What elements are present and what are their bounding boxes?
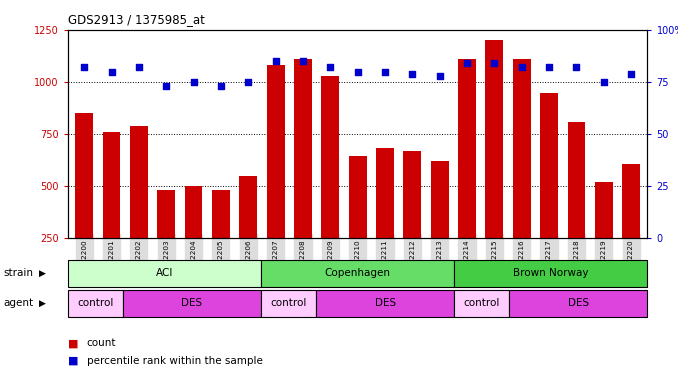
Bar: [184, 186, 203, 290]
Bar: [239, 176, 257, 290]
Bar: [622, 164, 640, 290]
Bar: [157, 190, 175, 290]
Text: control: control: [464, 298, 500, 308]
Text: ■: ■: [68, 356, 78, 366]
Text: Brown Norway: Brown Norway: [513, 268, 589, 278]
Point: [106, 69, 117, 75]
Bar: [509, 290, 647, 317]
Point: [598, 79, 609, 85]
Bar: [68, 290, 123, 317]
Bar: [261, 290, 316, 317]
Point: [626, 71, 637, 77]
Bar: [123, 290, 261, 317]
Bar: [567, 122, 585, 290]
Bar: [431, 161, 449, 290]
Point: [79, 64, 89, 70]
Point: [516, 64, 527, 70]
Bar: [266, 65, 285, 290]
Point: [134, 64, 144, 70]
Point: [243, 79, 254, 85]
Text: control: control: [271, 298, 307, 308]
Text: percentile rank within the sample: percentile rank within the sample: [87, 356, 262, 366]
Point: [298, 58, 308, 64]
Bar: [321, 76, 339, 290]
Text: strain: strain: [3, 268, 33, 278]
Point: [271, 58, 281, 64]
Point: [380, 69, 391, 75]
Bar: [261, 260, 454, 287]
Bar: [294, 59, 312, 290]
Text: DES: DES: [568, 298, 589, 308]
Bar: [376, 148, 394, 290]
Text: DES: DES: [182, 298, 203, 308]
Text: DES: DES: [375, 298, 396, 308]
Text: ■: ■: [68, 338, 78, 348]
Point: [161, 83, 172, 89]
Point: [407, 71, 418, 77]
Text: ACI: ACI: [156, 268, 173, 278]
Text: count: count: [87, 338, 117, 348]
Bar: [454, 260, 647, 287]
Bar: [130, 126, 148, 290]
Text: agent: agent: [3, 298, 33, 308]
Bar: [513, 59, 531, 290]
Point: [353, 69, 363, 75]
Bar: [403, 151, 421, 290]
Bar: [458, 59, 476, 290]
Text: ▶: ▶: [39, 299, 46, 308]
Point: [325, 64, 336, 70]
Point: [544, 64, 555, 70]
Bar: [348, 156, 367, 290]
Text: ▶: ▶: [39, 269, 46, 278]
Bar: [316, 290, 454, 317]
Bar: [485, 40, 503, 290]
Point: [571, 64, 582, 70]
Text: GDS2913 / 1375985_at: GDS2913 / 1375985_at: [68, 13, 205, 26]
Bar: [212, 190, 230, 290]
Text: control: control: [77, 298, 114, 308]
Bar: [595, 182, 613, 290]
Point: [462, 60, 473, 66]
Bar: [75, 113, 93, 290]
Point: [216, 83, 226, 89]
Bar: [540, 93, 558, 290]
Point: [188, 79, 199, 85]
Point: [489, 60, 500, 66]
Bar: [102, 132, 121, 290]
Bar: [454, 290, 509, 317]
Point: [434, 73, 445, 79]
Bar: [68, 260, 261, 287]
Text: Copenhagen: Copenhagen: [325, 268, 391, 278]
